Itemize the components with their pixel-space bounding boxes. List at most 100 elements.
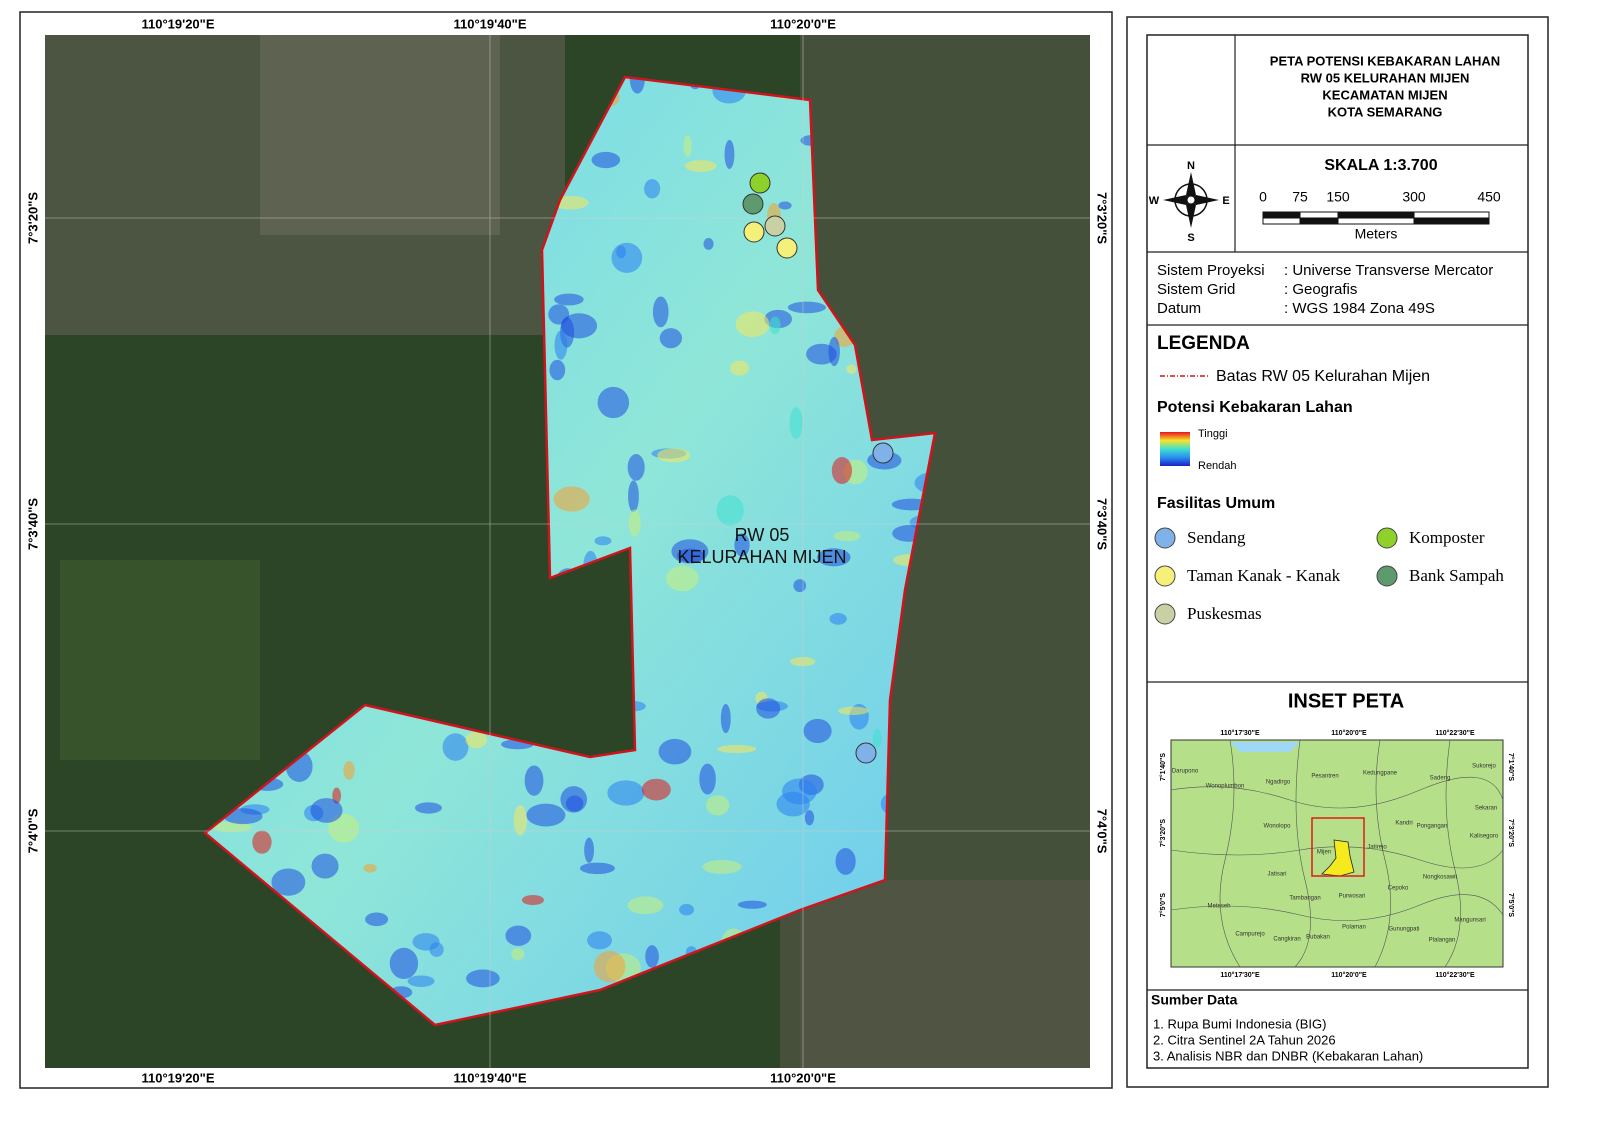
compass-e: E [1222,195,1229,207]
heat-blob [659,328,683,349]
facility-name: Sendang [1187,528,1246,547]
heat-blob [804,810,815,826]
projection-value: : Universe Transverse Mercator [1284,262,1493,279]
map-title: PETA POTENSI KEBAKARAN LAHAN [1270,53,1500,68]
area-boundary [203,75,937,1027]
scale-seg [1413,211,1490,219]
facility-symbol [1376,565,1398,587]
inset-place: Cepoko [1388,886,1409,892]
heat-blob [846,364,857,374]
projection-key: Datum [1157,300,1201,317]
facility-point [764,215,786,237]
potensi-title: Potensi Kebakaran Lahan [1157,399,1353,416]
heat-blob [414,802,442,814]
heat-blob [838,706,869,716]
facility-point [872,442,894,464]
source-item: 3. Analisis NBR dan DNBR (Kebakaran Laha… [1153,1048,1423,1063]
inset-place: Wonolopo [1264,824,1292,830]
heat-blob [835,847,856,875]
map-title: KOTA SEMARANG [1328,104,1443,119]
compass-s: S [1187,232,1194,244]
heat-blob [776,791,810,817]
heat-blob [363,863,377,873]
inset-x-bottom: 110°22'30"E [1435,971,1475,979]
heat-blob [828,336,840,367]
projection-key: Sistem Grid [1157,281,1235,298]
heat-blob [328,813,360,843]
scale-title: SKALA 1:3.700 [1324,157,1437,174]
heat-blob [332,787,342,804]
inset-x-bottom: 110°17'30"E [1220,971,1260,979]
heat-blob [597,386,630,419]
inset-y-right: 7°5'0"S [1507,893,1515,917]
heat-blob [769,316,781,335]
inset-place: Darupono [1172,769,1199,775]
x-coord-top: 110°19'20"E [141,16,214,31]
facilities-title: Fasilitas Umum [1157,495,1275,512]
inset-place: Bubakan [1306,935,1330,941]
heat-blob [524,765,544,796]
heat-blob [717,744,757,754]
y-coord-left: 7°3'40"S [25,498,40,550]
inset-place: Mijen [1317,850,1331,856]
facility-name: Komposter [1409,528,1485,547]
inset-y-left: 7°1'40"S [1159,753,1167,781]
inset-place: Sadeng [1430,776,1451,782]
scale-tick: 0 [1259,189,1267,205]
heat-blob [724,139,735,170]
sources-title: Sumber Data [1151,992,1238,1008]
compass-n: N [1187,160,1195,172]
heat-blob [628,509,641,537]
heat-blob [666,565,699,592]
inset-place: Jatisari [1267,872,1286,878]
heat-blob [778,201,792,210]
inset-map [1170,739,1504,968]
heat-blob [407,975,435,987]
scale-tick: 75 [1292,189,1308,205]
heat-blob [310,798,343,823]
graticule [45,35,1090,1068]
heat-blob [702,859,742,874]
heat-blob [657,448,691,463]
heat-blob [526,803,566,827]
panel-dividers [1147,35,1528,991]
heat-blob [803,718,832,744]
x-coord-top: 110°20'0"E [770,16,836,31]
heat-blob [628,480,639,513]
y-coord-right: 7°3'20"S [1095,192,1110,244]
inset-y-left: 7°5'0"S [1159,893,1167,917]
inset-place: Sekaran [1475,806,1497,812]
y-coord-right: 7°4'0"S [1095,809,1110,854]
heat-ramp [1160,432,1190,466]
heat-blob [817,548,851,567]
inset-place: Gunungpati [1388,927,1419,933]
x-coord-bottom: 110°19'40"E [453,1070,526,1085]
heat-blob [513,805,527,836]
heat-low: Rendah [1198,460,1237,472]
heat-blob [521,895,544,906]
heat-blob [554,330,568,360]
heat-blob [511,947,525,961]
inset-place: Sukorejo [1472,764,1496,770]
heat-blob [703,237,714,250]
heat-blob [212,821,252,833]
heat-blob [554,293,584,306]
inset-place: Cangkiran [1273,937,1300,943]
facility-point [749,172,771,194]
map-title: KECAMATAN MIJEN [1322,87,1447,102]
scale-seg [1299,211,1339,219]
inset-place: Pesantren [1311,774,1338,780]
heat-blob [716,495,744,526]
heat-blob [466,969,500,988]
inset-x-top: 110°22'30"E [1435,729,1475,737]
heat-blob [343,760,355,780]
inset-title: INSET PETA [1288,690,1404,712]
heat-blob [579,862,615,875]
heat-blob [429,942,444,957]
facility-point [742,193,764,215]
source-item: 2. Citra Sentinel 2A Tahun 2026 [1153,1032,1336,1047]
inset-place: Jatirejo [1367,845,1387,851]
coordinate-labels: 110°19'20"E 110°19'20"E 110°19'40"E 110°19'… [25,16,1109,1085]
scale-tick: 150 [1326,189,1350,205]
